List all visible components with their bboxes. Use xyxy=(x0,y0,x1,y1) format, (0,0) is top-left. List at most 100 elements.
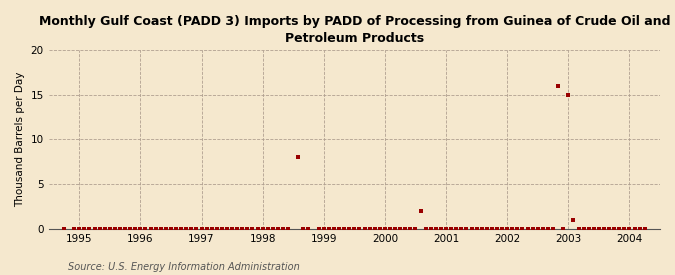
Point xyxy=(140,226,151,231)
Point xyxy=(547,226,558,231)
Point xyxy=(461,226,472,231)
Point xyxy=(589,226,599,231)
Point xyxy=(313,226,324,231)
Point xyxy=(599,226,610,231)
Point xyxy=(319,226,329,231)
Point xyxy=(217,226,227,231)
Point xyxy=(558,226,568,231)
Point xyxy=(155,226,166,231)
Point xyxy=(165,226,176,231)
Point xyxy=(517,226,528,231)
Point xyxy=(481,226,492,231)
Point xyxy=(395,226,406,231)
Point xyxy=(145,226,156,231)
Point xyxy=(333,226,344,231)
Point xyxy=(211,226,222,231)
Point xyxy=(232,226,242,231)
Point xyxy=(59,226,70,231)
Point xyxy=(277,226,288,231)
Point xyxy=(207,226,217,231)
Point xyxy=(502,226,512,231)
Point xyxy=(375,226,385,231)
Point xyxy=(74,226,84,231)
Point xyxy=(415,209,426,213)
Point xyxy=(257,226,268,231)
Point xyxy=(227,226,238,231)
Point xyxy=(130,226,140,231)
Point xyxy=(614,226,624,231)
Point xyxy=(125,226,136,231)
Point xyxy=(456,226,466,231)
Point xyxy=(181,226,192,231)
Point xyxy=(135,226,146,231)
Point xyxy=(176,226,186,231)
Point xyxy=(161,226,171,231)
Point xyxy=(512,226,522,231)
Point xyxy=(624,226,634,231)
Point xyxy=(527,226,538,231)
Point xyxy=(293,155,304,160)
Point xyxy=(466,226,477,231)
Point xyxy=(583,226,594,231)
Point xyxy=(533,226,543,231)
Point xyxy=(171,226,182,231)
Point xyxy=(435,226,446,231)
Point xyxy=(119,226,130,231)
Title: Monthly Gulf Coast (PADD 3) Imports by PADD of Processing from Guinea of Crude O: Monthly Gulf Coast (PADD 3) Imports by P… xyxy=(38,15,670,45)
Point xyxy=(191,226,202,231)
Point xyxy=(95,226,105,231)
Point xyxy=(441,226,452,231)
Point xyxy=(323,226,334,231)
Point xyxy=(354,226,364,231)
Point xyxy=(105,226,115,231)
Point xyxy=(329,226,340,231)
Point xyxy=(543,226,554,231)
Point xyxy=(369,226,380,231)
Point xyxy=(410,226,421,231)
Point xyxy=(421,226,431,231)
Point xyxy=(283,226,294,231)
Point xyxy=(79,226,90,231)
Point xyxy=(364,226,375,231)
Point xyxy=(201,226,212,231)
Point xyxy=(522,226,533,231)
Point xyxy=(273,226,284,231)
Point xyxy=(639,226,650,231)
Point xyxy=(471,226,482,231)
Point xyxy=(196,226,207,231)
Point xyxy=(252,226,263,231)
Point xyxy=(385,226,396,231)
Point xyxy=(237,226,248,231)
Point xyxy=(151,226,161,231)
Point xyxy=(634,226,645,231)
Point xyxy=(99,226,110,231)
Point xyxy=(242,226,252,231)
Point xyxy=(619,226,630,231)
Point xyxy=(425,226,436,231)
Point xyxy=(609,226,620,231)
Point xyxy=(344,226,354,231)
Point xyxy=(507,226,518,231)
Point xyxy=(405,226,416,231)
Point xyxy=(89,226,100,231)
Point xyxy=(339,226,350,231)
Point xyxy=(487,226,497,231)
Point xyxy=(497,226,508,231)
Point xyxy=(491,226,502,231)
Point xyxy=(563,93,574,97)
Point xyxy=(568,218,578,222)
Point xyxy=(451,226,462,231)
Point xyxy=(221,226,232,231)
Y-axis label: Thousand Barrels per Day: Thousand Barrels per Day xyxy=(15,72,25,207)
Point xyxy=(267,226,278,231)
Point xyxy=(389,226,400,231)
Point xyxy=(629,226,640,231)
Point xyxy=(115,226,126,231)
Point xyxy=(303,226,314,231)
Point xyxy=(247,226,258,231)
Point xyxy=(400,226,410,231)
Point xyxy=(477,226,487,231)
Point xyxy=(578,226,589,231)
Text: Source: U.S. Energy Information Administration: Source: U.S. Energy Information Administ… xyxy=(68,262,299,272)
Point xyxy=(537,226,548,231)
